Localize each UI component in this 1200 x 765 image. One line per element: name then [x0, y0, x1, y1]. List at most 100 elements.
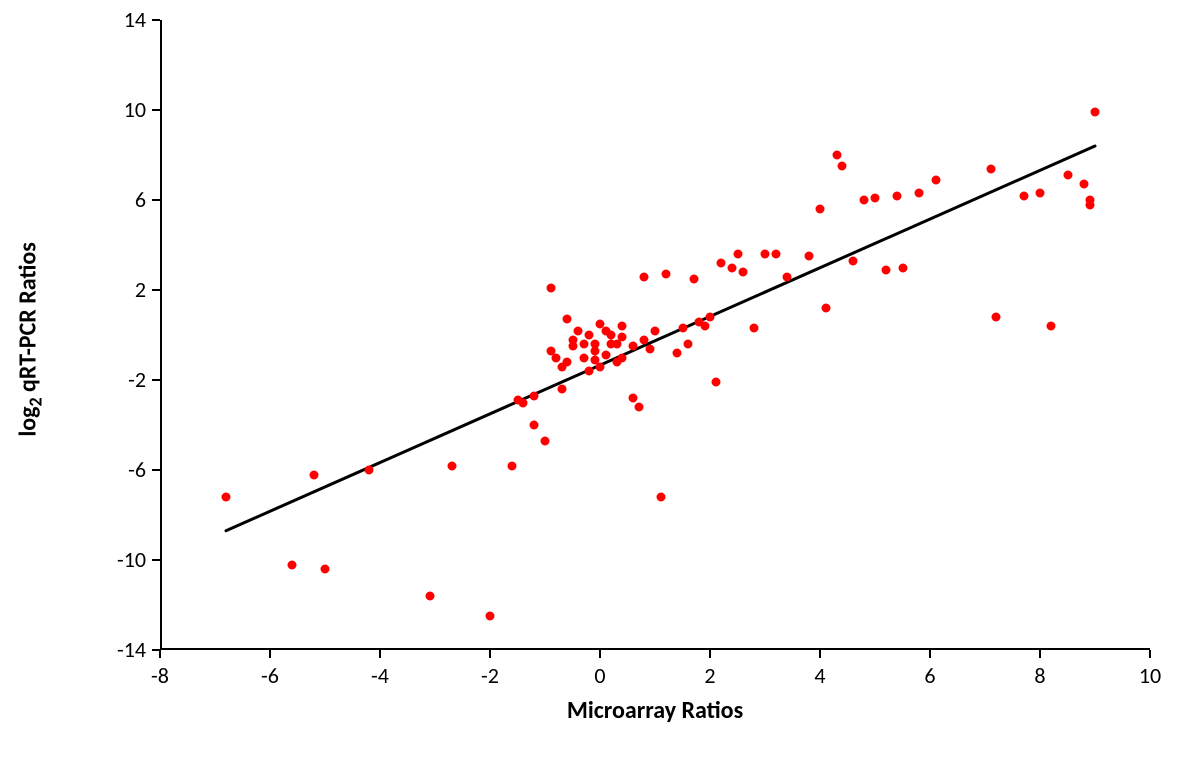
y-tick-mark — [152, 109, 160, 111]
y-tick-mark — [152, 649, 160, 651]
x-tick-label: -4 — [350, 662, 410, 689]
data-point — [1047, 322, 1056, 331]
data-point — [915, 189, 924, 198]
y-tick-label: 6 — [86, 186, 146, 213]
data-point — [585, 331, 594, 340]
y-tick-label: -10 — [86, 546, 146, 573]
data-point — [1080, 180, 1089, 189]
x-tick-label: 10 — [1120, 662, 1180, 689]
data-point — [574, 326, 583, 335]
data-point — [1036, 189, 1045, 198]
y-tick-mark — [152, 559, 160, 561]
data-point — [546, 283, 555, 292]
data-point — [568, 342, 577, 351]
y-tick-label: -6 — [86, 456, 146, 483]
data-point — [739, 268, 748, 277]
x-tick-label: -6 — [240, 662, 300, 689]
y-tick-mark — [152, 469, 160, 471]
y-tick-mark — [152, 379, 160, 381]
data-point — [530, 391, 539, 400]
data-point — [733, 250, 742, 259]
data-point — [288, 560, 297, 569]
x-tick-label: -2 — [460, 662, 520, 689]
data-point — [425, 592, 434, 601]
data-point — [1091, 108, 1100, 117]
plot-area — [160, 20, 1150, 650]
x-axis-title: Microarray Ratios — [505, 696, 805, 725]
y-axis-title: log2 qRT-PCR Ratios — [14, 139, 47, 539]
data-point — [656, 493, 665, 502]
x-tick-mark — [929, 650, 931, 658]
data-point — [651, 326, 660, 335]
data-point — [678, 324, 687, 333]
data-point — [486, 612, 495, 621]
data-point — [717, 259, 726, 268]
data-point — [222, 493, 231, 502]
x-tick-mark — [599, 650, 601, 658]
data-point — [607, 331, 616, 340]
data-point — [640, 335, 649, 344]
x-tick-mark — [269, 650, 271, 658]
data-point — [761, 250, 770, 259]
data-point — [805, 252, 814, 261]
data-point — [684, 340, 693, 349]
data-point — [508, 461, 517, 470]
data-point — [750, 324, 759, 333]
data-point — [585, 367, 594, 376]
x-tick-label: 8 — [1010, 662, 1070, 689]
data-point — [365, 466, 374, 475]
data-point — [838, 162, 847, 171]
data-point — [629, 394, 638, 403]
data-point — [821, 304, 830, 313]
data-point — [673, 349, 682, 358]
data-point — [860, 196, 869, 205]
x-tick-label: 0 — [570, 662, 630, 689]
data-point — [992, 313, 1001, 322]
data-point — [563, 358, 572, 367]
data-point — [321, 565, 330, 574]
data-point — [689, 274, 698, 283]
data-point — [832, 151, 841, 160]
scatter-chart: log2 qRT-PCR Ratios Microarray Ratios -8… — [0, 0, 1200, 765]
data-point — [645, 344, 654, 353]
data-point — [541, 436, 550, 445]
data-point — [447, 461, 456, 470]
data-point — [530, 421, 539, 430]
x-tick-label: -8 — [130, 662, 190, 689]
data-point — [772, 250, 781, 259]
data-point — [563, 315, 572, 324]
y-tick-mark — [152, 199, 160, 201]
data-point — [882, 265, 891, 274]
data-point — [629, 342, 638, 351]
data-point — [1019, 191, 1028, 200]
data-point — [596, 362, 605, 371]
data-point — [816, 205, 825, 214]
data-point — [590, 346, 599, 355]
data-point — [849, 256, 858, 265]
data-point — [783, 272, 792, 281]
data-point — [634, 403, 643, 412]
y-tick-label: 2 — [86, 276, 146, 303]
x-tick-mark — [489, 650, 491, 658]
x-tick-label: 6 — [900, 662, 960, 689]
data-point — [711, 378, 720, 387]
data-point — [618, 333, 627, 342]
data-point — [557, 385, 566, 394]
data-point — [662, 270, 671, 279]
data-point — [640, 272, 649, 281]
y-tick-label: -2 — [86, 366, 146, 393]
data-point — [986, 164, 995, 173]
data-point — [931, 175, 940, 184]
y-tick-label: 14 — [86, 6, 146, 33]
data-point — [618, 353, 627, 362]
x-tick-mark — [819, 650, 821, 658]
x-tick-mark — [1149, 650, 1151, 658]
x-tick-label: 4 — [790, 662, 850, 689]
data-point — [893, 191, 902, 200]
x-tick-mark — [379, 650, 381, 658]
data-point — [1085, 196, 1094, 205]
x-tick-mark — [1039, 650, 1041, 658]
data-point — [728, 263, 737, 272]
data-point — [700, 322, 709, 331]
data-point — [552, 353, 561, 362]
